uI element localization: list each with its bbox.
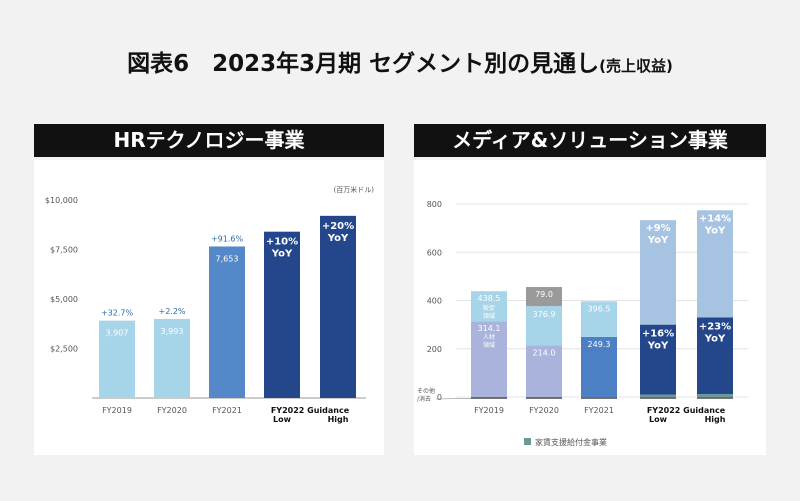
legend-label: 家賃支援給付金事業 [535, 437, 607, 447]
x-tick-label: Low [273, 415, 292, 424]
hr-panel-title: HRテクノロジー事業 [34, 124, 384, 157]
value-label: 314.1 [478, 324, 501, 333]
y-tick-label: 0 [437, 393, 442, 402]
bar-segment-promo [526, 306, 562, 346]
media-chart: 0 200 400 600 800 438.5 314.1 FY2019 79.0 376.9 21… [417, 200, 748, 447]
growth-label: +2.2% [158, 307, 185, 316]
legend-swatch [524, 438, 531, 445]
growth-label: +32.7% [101, 309, 134, 318]
value-label: 249.3 [588, 340, 611, 349]
y-tick-label: $5,000 [50, 295, 78, 304]
value-label: 396.5 [588, 304, 611, 313]
unit-label: (百万米ドル) [334, 185, 375, 194]
yoy-label: YoY [704, 333, 726, 344]
hr-chart-panel: (百万米ドル) $2,500 $5,000 $7,500 $10,000 3,907 +32… [34, 160, 384, 455]
media-panel-title: メディア&ソリューション事業 [414, 124, 766, 157]
y-tick-label: 200 [427, 345, 442, 354]
bar-segment-promo [581, 301, 617, 337]
yoy-label: YoY [271, 249, 293, 260]
value-label: 3,993 [161, 327, 184, 336]
y-tick-label: $2,500 [50, 345, 78, 354]
bar-segment-other [640, 397, 676, 399]
growth-label: +16% [642, 329, 674, 340]
y-tick-label: 800 [427, 200, 442, 209]
yoy-label: YoY [327, 233, 349, 244]
bar-segment-promo [697, 210, 733, 318]
bar-segment-rent [697, 394, 733, 397]
yoy-label: YoY [647, 235, 669, 246]
guidance-label: FY2022 Guidance [647, 406, 726, 415]
y-tick-label: $10,000 [45, 196, 78, 205]
bar-segment-hr [581, 336, 617, 397]
page-title: 図表6 2023年3月期 セグメント別の見通し(売上収益) [0, 44, 800, 78]
page-title-main: 図表6 2023年3月期 セグメント別の見通し [127, 51, 600, 77]
growth-label: +14% [699, 213, 731, 224]
segment-label-other: /消去 [417, 395, 431, 403]
growth-label: +10% [266, 237, 298, 248]
bar [99, 320, 135, 398]
bar-segment-rent [640, 394, 676, 397]
x-tick-label: High [705, 415, 726, 424]
segment-label-other: その他 [417, 387, 435, 395]
guidance-label: FY2022 Guidance [271, 406, 350, 415]
bar-segment-hr [640, 324, 676, 395]
x-tick-label: FY2020 [529, 406, 559, 415]
growth-label: +91.6% [211, 234, 244, 243]
yoy-label: YoY [704, 225, 726, 236]
y-tick-label: 600 [427, 248, 442, 257]
x-tick-label: High [328, 415, 349, 424]
bar-segment-hr [471, 321, 507, 397]
bar-segment-top [526, 287, 562, 307]
growth-label: +23% [699, 321, 731, 332]
bar-segment-promo [471, 291, 507, 322]
bar [209, 246, 245, 398]
bar-segment-promo [640, 220, 676, 325]
value-label: 376.9 [533, 310, 556, 319]
page-title-sub: (売上収益) [599, 57, 673, 75]
bar-segment-other [526, 397, 562, 399]
x-tick-label: FY2019 [474, 406, 504, 415]
segment-label-promo: 販促 [483, 304, 495, 312]
segment-label-hr: 領域 [483, 341, 495, 349]
bar-segment-other [697, 397, 733, 399]
y-tick-label: $7,500 [50, 246, 78, 255]
bar-segment-other [471, 397, 507, 399]
value-label: 214.0 [533, 348, 556, 357]
yoy-label: YoY [647, 341, 669, 352]
bar-segment-other [581, 397, 617, 399]
media-chart-panel: 0 200 400 600 800 438.5 314.1 FY2019 79.0 376.9 21… [414, 160, 766, 455]
segment-label-hr: 人材 [483, 333, 495, 341]
bar-segment-hr [697, 317, 733, 395]
bar [264, 231, 300, 398]
value-label: 438.5 [478, 294, 501, 303]
hr-chart: (百万米ドル) $2,500 $5,000 $7,500 $10,000 3,907 +32… [45, 185, 375, 424]
value-label: 7,653 [216, 254, 239, 263]
growth-label: +20% [322, 221, 354, 232]
x-tick-label: Low [649, 415, 668, 424]
x-tick-label: FY2019 [102, 406, 132, 415]
x-tick-label: FY2021 [584, 406, 614, 415]
bar [154, 318, 190, 398]
x-tick-label: FY2020 [157, 406, 187, 415]
bar-segment-hr [526, 345, 562, 397]
value-label: 79.0 [535, 290, 553, 299]
value-label: 3,907 [106, 329, 129, 338]
bar [320, 215, 356, 398]
y-tick-label: 400 [427, 297, 442, 306]
x-tick-label: FY2021 [212, 406, 242, 415]
segment-label-promo: 領域 [483, 312, 495, 320]
growth-label: +9% [645, 223, 670, 234]
leader-line [435, 398, 472, 400]
